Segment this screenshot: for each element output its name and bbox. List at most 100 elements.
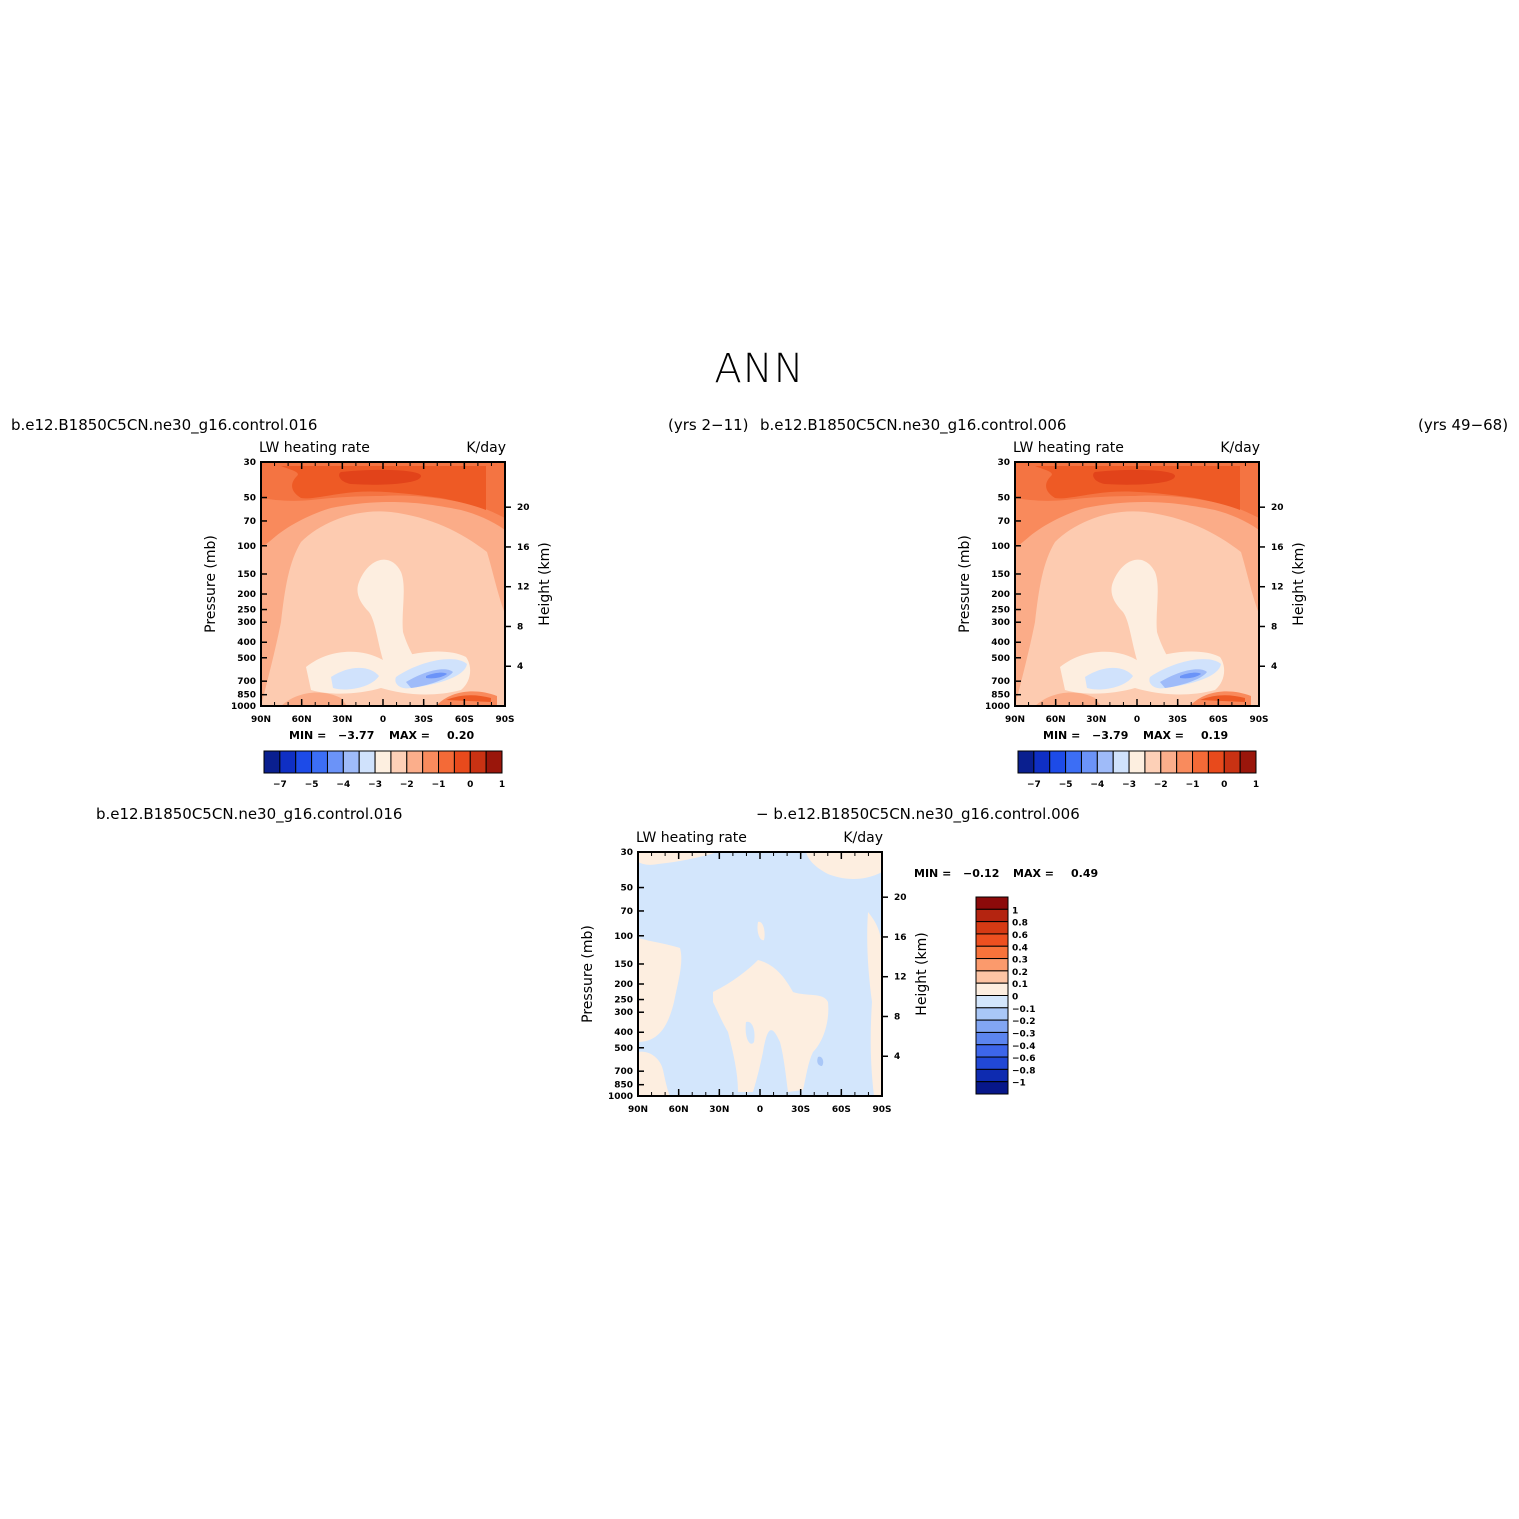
- colorbar-swatch: [975, 995, 1009, 1009]
- diff-min-label: MIN =: [914, 867, 951, 880]
- colorbar-label: 0.4: [1012, 943, 1028, 953]
- colorbar-swatch: [374, 750, 392, 774]
- colorbar-label: −0.1: [1012, 1005, 1035, 1015]
- colorbar-swatch: [358, 750, 376, 774]
- colorbar-swatch: [1144, 750, 1162, 774]
- colorbar-swatch: [453, 750, 471, 774]
- colorbar-swatch: [295, 750, 313, 774]
- colorbar-swatch: [263, 750, 281, 774]
- case2-min-label: MIN =: [1043, 729, 1080, 742]
- colorbar-label: 1: [1253, 780, 1259, 790]
- y2-tick-label: 16: [1271, 543, 1284, 553]
- y2-tick-label: 8: [894, 1012, 900, 1022]
- y-tick-label: 250: [991, 606, 1010, 616]
- y-tick-label: 400: [237, 638, 256, 648]
- colorbar-label: 0: [467, 780, 473, 790]
- diff-max-label: MAX =: [1013, 867, 1054, 880]
- case1-years: (yrs 2−11): [668, 416, 749, 434]
- y-tick-label: 150: [614, 960, 633, 970]
- colorbar-swatch: [422, 750, 440, 774]
- colorbar-swatch: [342, 750, 360, 774]
- y-tick-label: 30: [997, 458, 1010, 468]
- y2-tick-label: 20: [894, 893, 907, 903]
- diff-contour-field: [638, 852, 882, 1096]
- colorbar-swatch: [975, 908, 1009, 923]
- x-tick-label: 90S: [1249, 715, 1268, 725]
- y2-tick-label: 4: [894, 1052, 900, 1062]
- colorbar-label: 0.2: [1012, 968, 1028, 978]
- y-tick-label: 850: [237, 691, 256, 701]
- x-tick-label: 60N: [292, 715, 312, 725]
- y2-tick-label: 12: [894, 973, 907, 983]
- y-axis-label: Pressure (mb): [957, 535, 973, 633]
- colorbar-swatch: [975, 1068, 1009, 1083]
- colorbar-label: −1: [1012, 1079, 1026, 1089]
- colorbar-label: 1: [499, 780, 505, 790]
- case2-max-label: MAX =: [1143, 729, 1184, 742]
- case2-contour-field: [1015, 462, 1259, 706]
- case1-units: K/day: [466, 440, 506, 456]
- x-tick-label: 30N: [332, 715, 352, 725]
- y-tick-label: 200: [991, 590, 1010, 600]
- y2-axis-label: Height (km): [537, 542, 553, 625]
- y-tick-label: 250: [614, 996, 633, 1006]
- y-tick-label: 100: [991, 542, 1010, 552]
- y-tick-label: 700: [614, 1067, 633, 1077]
- colorbar-swatch: [975, 1056, 1009, 1070]
- y-tick-label: 700: [991, 677, 1010, 687]
- colorbar-label: −0.4: [1012, 1042, 1035, 1052]
- y-tick-label: 50: [620, 884, 633, 894]
- x-tick-label: 90S: [495, 715, 514, 725]
- y-tick-label: 50: [997, 494, 1010, 504]
- y-tick-label: 850: [991, 691, 1010, 701]
- colorbar-label: 1: [1012, 906, 1018, 916]
- diff-max-value: 0.49: [1071, 867, 1098, 880]
- y-tick-label: 150: [991, 570, 1010, 580]
- colorbar-swatch: [975, 1031, 1009, 1046]
- case1-max-value: 0.20: [447, 729, 474, 742]
- case2-max-value: 0.19: [1201, 729, 1228, 742]
- case1-var-title: LW heating rate: [259, 440, 370, 456]
- y2-tick-label: 16: [517, 543, 530, 553]
- y2-axis-label: Height (km): [914, 932, 930, 1015]
- x-tick-label: 60S: [1209, 715, 1228, 725]
- colorbar-swatch: [1128, 750, 1146, 774]
- colorbar-swatch: [975, 1081, 1009, 1095]
- x-tick-label: 90N: [251, 715, 271, 725]
- x-tick-label: 30N: [1086, 715, 1106, 725]
- x-tick-label: 0: [380, 715, 386, 725]
- colorbar-label: −7: [1027, 780, 1041, 790]
- diff-units: K/day: [843, 830, 883, 846]
- colorbar-swatch: [311, 750, 328, 774]
- colorbar-swatch: [1049, 750, 1067, 774]
- x-tick-label: 60S: [832, 1105, 851, 1115]
- y2-tick-label: 12: [1271, 583, 1284, 593]
- colorbar-swatch: [975, 896, 1009, 910]
- colorbar-label: −3: [1122, 780, 1136, 790]
- y-tick-label: 500: [237, 654, 256, 664]
- case2-title: b.e12.B1850C5CN.ne30_g16.control.006: [760, 416, 1067, 434]
- colorbar-label: −7: [273, 780, 287, 790]
- case2-min-value: −3.79: [1092, 729, 1128, 742]
- y2-tick-label: 4: [517, 662, 523, 672]
- colorbar-label: 0.3: [1012, 956, 1028, 966]
- colorbar-swatch: [975, 1044, 1009, 1058]
- x-tick-label: 30N: [709, 1105, 729, 1115]
- x-tick-label: 60S: [455, 715, 474, 725]
- colorbar-swatch: [975, 1007, 1009, 1021]
- y-tick-label: 400: [991, 638, 1010, 648]
- y-tick-label: 1000: [231, 702, 256, 712]
- y-tick-label: 850: [614, 1081, 633, 1091]
- colorbar-swatch: [975, 921, 1009, 935]
- y-tick-label: 30: [620, 848, 633, 858]
- y-tick-label: 100: [614, 932, 633, 942]
- y2-tick-label: 8: [517, 622, 523, 632]
- colorbar-label: −1: [432, 780, 446, 790]
- colorbar-swatch: [1096, 750, 1114, 774]
- y-axis-label: Pressure (mb): [203, 535, 219, 633]
- y-tick-label: 150: [237, 570, 256, 580]
- colorbar-label: −0.3: [1012, 1029, 1035, 1039]
- colorbar-swatch: [1112, 750, 1130, 774]
- y-tick-label: 300: [237, 618, 256, 628]
